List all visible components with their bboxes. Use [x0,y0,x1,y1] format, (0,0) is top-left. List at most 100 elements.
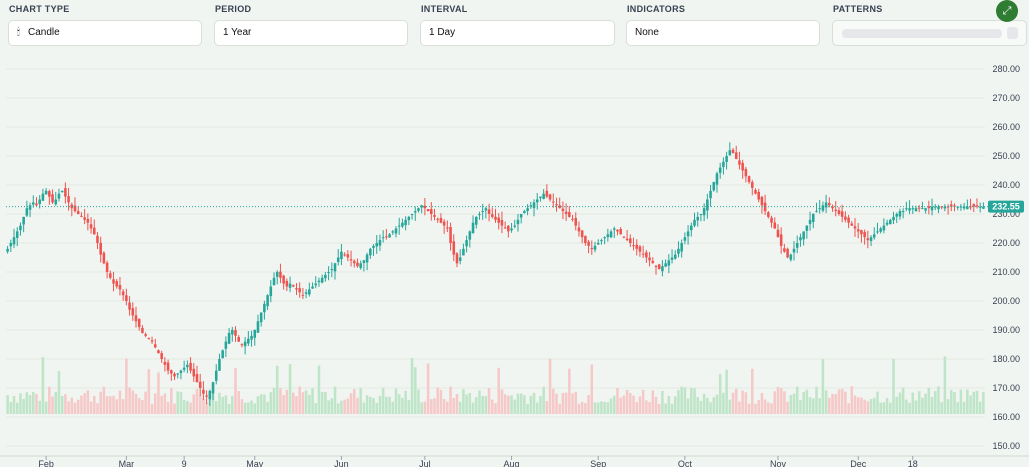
volume-bar [571,393,574,414]
candle-body [391,231,395,233]
volume-bar [808,397,812,414]
candle-body [892,216,895,221]
volume-bar [349,393,353,414]
volume-bar [426,363,430,414]
volume-bar [195,388,199,414]
candle-body [933,206,937,208]
volume-bar [99,391,102,414]
y-tick-label: 170.00 [992,383,1020,393]
volume-bar [587,395,590,414]
volume-bar [320,392,324,414]
volume-bar [959,389,963,414]
candle-body [54,199,58,205]
candle-body [231,330,234,335]
candle-body [497,217,500,223]
candle-body [911,208,915,210]
volume-bar [795,386,799,414]
candle-body [718,167,722,173]
volume-bar [686,398,690,414]
volume-bar [19,393,22,414]
candle-body [603,237,606,239]
volume-bar [879,402,882,414]
volume-bar [799,399,802,414]
volume-bar [815,386,818,414]
volume-bar [786,401,789,414]
volume-bar [291,392,295,414]
x-tick-label: Feb [38,459,54,467]
expand-icon: ⤢ [1002,5,1012,17]
candle-body [381,237,385,239]
volume-bar [394,388,398,414]
candle-body [799,237,802,241]
volume-bar [231,395,234,414]
candle-body [202,389,205,394]
volume-bar [125,358,128,414]
candle-body [163,361,167,365]
volume-bar [484,396,488,414]
candle-body [943,206,947,209]
volume-bar [638,396,642,414]
chart-type-select[interactable]: 🕯 Candle [8,20,202,46]
candle-body [741,162,744,171]
candle-body [641,253,645,255]
volume-bar [362,402,366,414]
candle-body [760,196,764,206]
volume-bar [105,396,109,414]
volume-bar [352,389,356,414]
volume-bar [378,395,382,414]
volume-bar [898,392,902,414]
volume-bar [590,364,594,414]
volume-bar [327,400,330,414]
candle-body [166,362,170,371]
volume-bar [391,401,395,414]
volume-bar [937,386,940,414]
candle-body [397,225,401,227]
candle-body [612,228,616,230]
interval-select[interactable]: 1 Day [420,20,615,46]
candle-body [243,341,247,347]
volume-bar [754,403,757,414]
volume-bar [31,391,35,414]
candle-body [484,208,488,211]
candle-body [811,214,815,223]
volume-bar [465,394,468,414]
volume-bar [837,389,841,414]
volume-bar [882,402,886,414]
volume-bar [853,395,857,414]
volume-bar [921,397,924,414]
volume-bar [718,373,722,414]
volume-bar [282,395,285,414]
volume-bar [455,393,459,414]
candle-body [876,231,879,233]
candle-body [744,168,748,177]
volume-bar [243,402,247,414]
indicators-select[interactable]: None [626,20,820,46]
volume-bar [118,390,122,414]
candle-body [638,246,642,252]
candle-body [234,330,237,336]
volume-bar [901,387,905,414]
candle-body [510,228,513,231]
volume-bar [388,396,391,414]
volume-bar [481,395,484,414]
volume-bar [513,399,517,414]
volume-bar [824,390,828,414]
volume-bar [975,390,979,414]
volume-bar [176,391,180,414]
candle-body [645,252,648,258]
candle-body [767,212,770,217]
candle-body [625,238,629,241]
volume-bar [876,391,879,414]
volume-bar [953,392,956,414]
candle-body [410,214,414,215]
patterns-select[interactable] [832,20,1027,46]
expand-button[interactable]: ⤢ [996,0,1018,22]
volume-bar [609,398,613,414]
period-select[interactable]: 1 Year [214,20,408,46]
x-tick-label: Aug [504,459,520,467]
volume-bar [48,386,51,414]
volume-bar [548,358,552,414]
candle-body [905,208,908,210]
candle-body [654,265,658,267]
